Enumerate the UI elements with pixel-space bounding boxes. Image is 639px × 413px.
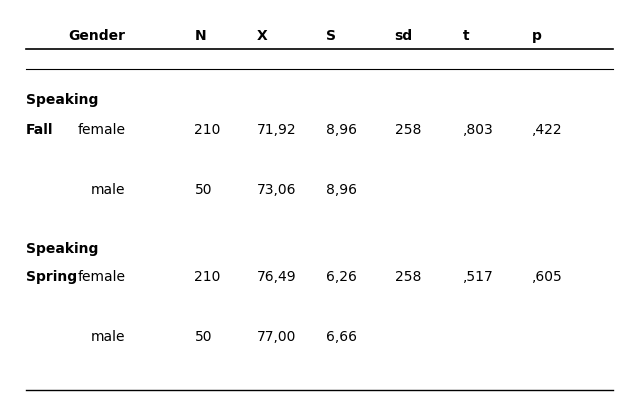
Text: female: female <box>78 123 126 137</box>
Text: Spring: Spring <box>26 271 77 284</box>
Text: 6,66: 6,66 <box>326 330 357 344</box>
Text: ,422: ,422 <box>532 123 563 137</box>
Text: 258: 258 <box>394 123 421 137</box>
Text: 8,96: 8,96 <box>326 123 357 137</box>
Text: sd: sd <box>394 29 413 43</box>
Text: 8,96: 8,96 <box>326 183 357 197</box>
Text: ,605: ,605 <box>532 271 563 284</box>
Text: 71,92: 71,92 <box>257 123 296 137</box>
Text: Fall: Fall <box>26 123 53 137</box>
Text: male: male <box>91 330 126 344</box>
Text: Gender: Gender <box>69 29 126 43</box>
Text: female: female <box>78 271 126 284</box>
Text: male: male <box>91 183 126 197</box>
Text: 258: 258 <box>394 271 421 284</box>
Text: 50: 50 <box>194 183 212 197</box>
Text: X: X <box>257 29 268 43</box>
Text: ,517: ,517 <box>463 271 494 284</box>
Text: Speaking: Speaking <box>26 93 98 107</box>
Text: 50: 50 <box>194 330 212 344</box>
Text: 210: 210 <box>194 123 221 137</box>
Text: S: S <box>326 29 335 43</box>
Text: 77,00: 77,00 <box>257 330 296 344</box>
Text: 210: 210 <box>194 271 221 284</box>
Text: 76,49: 76,49 <box>257 271 296 284</box>
Text: Speaking: Speaking <box>26 242 98 256</box>
Text: 6,26: 6,26 <box>326 271 357 284</box>
Text: t: t <box>463 29 470 43</box>
Text: p: p <box>532 29 542 43</box>
Text: 73,06: 73,06 <box>257 183 296 197</box>
Text: ,803: ,803 <box>463 123 494 137</box>
Text: N: N <box>194 29 206 43</box>
